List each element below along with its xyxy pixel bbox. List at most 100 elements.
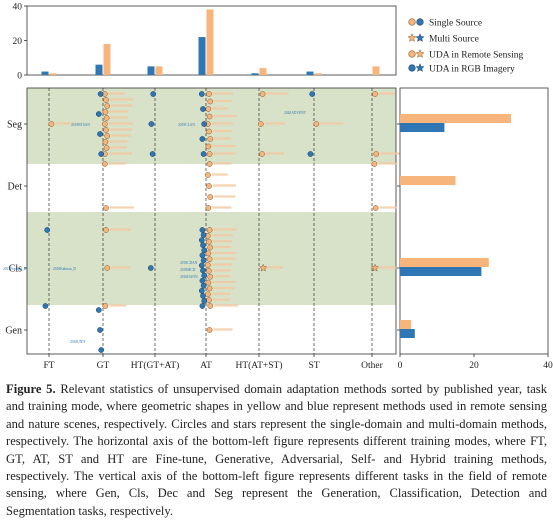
scatter-x-tick-label: FT [43, 361, 54, 371]
legend-label: UDA in RGB Imagery [429, 65, 515, 75]
scatter-point-rgb [198, 91, 205, 97]
scatter-point-rgb [200, 242, 206, 249]
scatter-annotation-mark [55, 122, 74, 125]
scatter-annotation-mark [212, 281, 236, 284]
scatter-point-remote [207, 273, 214, 280]
scatter-annotation-mark [213, 114, 237, 118]
scatter-point-label: 2018CDAN [180, 261, 198, 265]
scatter-annotation-mark [110, 98, 133, 101]
scatter-point-rgb [199, 252, 206, 259]
scatter-point-rgb [148, 121, 155, 127]
scatter-point-remote [259, 91, 266, 97]
scatter-point-remote [313, 121, 320, 127]
scatter-annotation-mark [212, 206, 232, 209]
figure: 0 20 40 Single Source Multi Source UDA in Re… [3, 3, 553, 372]
scatter-point-rgb [200, 282, 207, 289]
scatter-point-remote [206, 327, 213, 333]
scatter-annotation-mark [211, 292, 231, 295]
right-bar-remote [400, 114, 511, 123]
scatter-annotation-mark [212, 144, 237, 148]
top-bar-remote [103, 43, 111, 75]
scatter-point-remote [102, 109, 109, 115]
scatter-point-remote [207, 98, 214, 105]
scatter-point-remote [259, 151, 265, 157]
legend-circle-remote [408, 18, 416, 26]
top-bar-rgb [41, 71, 49, 75]
scatter-point-remote [207, 194, 214, 200]
top-y-tick-label: 20 [13, 37, 23, 47]
scatter-annotation-mark [214, 195, 236, 198]
scatter-point-remote [372, 91, 378, 97]
scatter-annotation-mark [320, 122, 344, 125]
scatter-star-remote [370, 263, 380, 272]
right-x-tick-label: 20 [469, 361, 479, 371]
scatter-star-remote [258, 263, 268, 272]
scatter-annotation-mark [213, 286, 235, 290]
scatter-point-rgb [95, 307, 102, 313]
scatter-x-tick-label: Other [361, 361, 383, 371]
scatter-point-remote [206, 151, 213, 157]
scatter-point-rgb [95, 111, 102, 117]
top-bar-remote [49, 73, 57, 75]
top-y-tick-label: 40 [13, 3, 23, 13]
scatter-point-rgb [200, 151, 207, 157]
scatter-point-remote [206, 256, 213, 263]
scatter-point-remote [373, 151, 380, 157]
scatter-annotation-mark [267, 266, 284, 269]
scatter-annotation-mark [108, 152, 132, 155]
scatter-point-remote [207, 303, 214, 309]
scatter-point-remote [206, 91, 212, 97]
scatter-y-tick-label: Gen [5, 326, 22, 337]
scatter-point-remote [102, 303, 109, 309]
scatter-point-remote [104, 103, 111, 109]
top-bar-remote [206, 9, 214, 76]
right-bar-rgb [400, 329, 415, 338]
scatter-annotation-mark [108, 122, 133, 125]
scatter-plot-frame [26, 87, 397, 355]
scatter-point-rgb [97, 131, 103, 137]
scatter-point-rgb [149, 151, 156, 157]
scatter-annotation-mark [212, 107, 229, 110]
scatter-point-remote [103, 97, 109, 103]
legend-label: Multi Source [429, 35, 479, 45]
scatter-point-remote [206, 161, 213, 167]
legend-circle-rgb [416, 18, 424, 26]
scatter-point-rgb [97, 91, 104, 97]
scatter-point-remote [103, 127, 109, 133]
scatter-point-remote [103, 145, 110, 151]
scatter-annotation-mark [213, 162, 232, 165]
scatter-x-tick-label: GT [97, 361, 110, 371]
legend-star-remote [407, 33, 417, 42]
right-bar-remote [400, 176, 456, 185]
scatter-annotation-mark [264, 122, 285, 125]
scatter-point-label: 2017Pradhan_D [3, 267, 27, 271]
scatter-point-remote [206, 238, 212, 245]
scatter-annotation-mark [108, 92, 125, 95]
top-bar-rgb [306, 71, 314, 75]
right-bar-rgb [400, 123, 445, 132]
scatter-point-remote [204, 262, 211, 268]
right-x-tick-label: 0 [398, 361, 403, 371]
scatter-point-rgb [309, 91, 316, 97]
scatter-point-rgb [201, 298, 208, 304]
scatter-point-label: 2020ADVENT [284, 111, 307, 115]
scatter-annotation-mark [213, 184, 236, 187]
scatter-annotation-mark [111, 266, 131, 269]
scatter-point-remote [205, 106, 212, 112]
top-bar-remote [155, 66, 163, 75]
top-bar-chart: 0 20 40 [13, 3, 397, 82]
top-y-tick-label: 0 [17, 72, 22, 82]
scatter-annotation-mark [110, 116, 128, 119]
scatter-y-tick-label: Seg [7, 120, 22, 131]
scatter-point-remote [207, 136, 214, 142]
scatter-annotation-mark [109, 110, 129, 113]
scatter-annotation-mark [214, 99, 233, 103]
scatter-point-remote [102, 139, 109, 145]
scatter-annotation-mark [213, 269, 231, 272]
scatter-point-remote [371, 161, 378, 167]
scatter-annotation-mark [211, 173, 228, 176]
scatter-point-rgb [147, 265, 154, 271]
legend-label: Single Source [429, 19, 482, 29]
scatter-annotation-mark [213, 298, 230, 301]
legend-circle-rgb [408, 64, 416, 72]
